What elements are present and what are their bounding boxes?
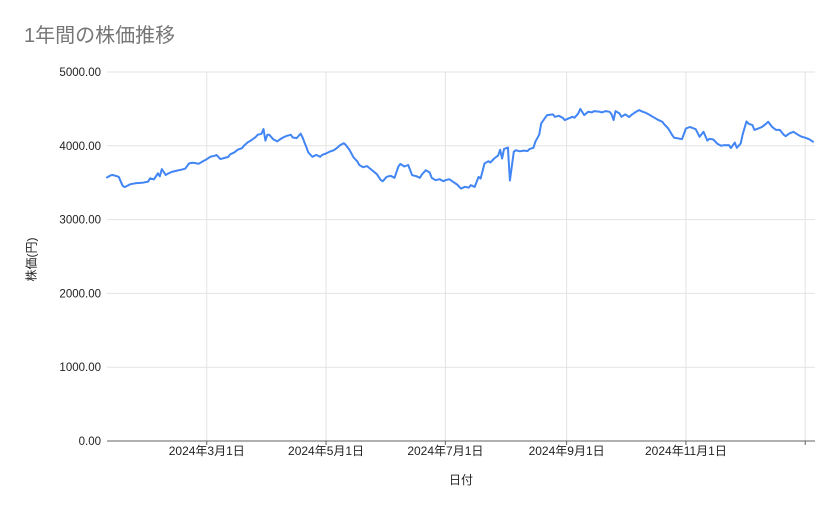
chart-title: 1年間の株価推移: [24, 25, 176, 47]
x-tick-label: 2024年9月1日: [529, 444, 605, 458]
x-tick-label: 2024年3月1日: [169, 444, 245, 458]
y-axis-title: 株価(円): [24, 237, 39, 282]
y-tick-label: 5000.00: [59, 67, 101, 79]
y-tick-label: 3000.00: [59, 215, 101, 227]
x-axis-title-text: 日付: [448, 473, 474, 487]
price-line: [106, 107, 814, 190]
x-tick-label: 2024年5月1日: [288, 444, 364, 458]
x-tick-label: 2024年7月1日: [407, 444, 483, 458]
y-tick-label: 0.00: [79, 436, 101, 448]
y-tick-label: 1000.00: [59, 362, 101, 374]
x-tick-label: 2024年11月1日: [645, 444, 727, 458]
y-tick-label: 2000.00: [59, 288, 101, 300]
y-tick-label: 4000.00: [59, 141, 101, 153]
